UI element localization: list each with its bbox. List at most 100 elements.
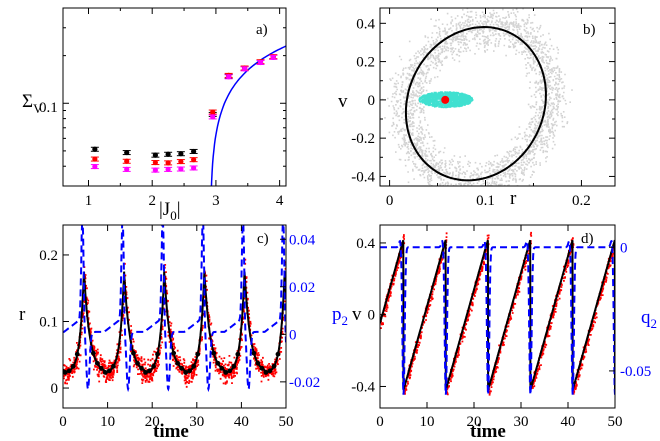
- mean-r-dot: [99, 366, 104, 371]
- data-point: [166, 152, 171, 157]
- y-right-tick-label: -0.02: [289, 375, 320, 391]
- mean-r-dot: [107, 368, 112, 373]
- y-tick-label: 0: [368, 93, 376, 109]
- data-point: [166, 167, 171, 172]
- data-point: [258, 60, 263, 65]
- mean-r-dot: [147, 368, 152, 373]
- data-point: [210, 109, 215, 114]
- panel-b-ylabel: v: [338, 91, 348, 112]
- panel-d-ticks: 0 10 20 30 40 50 -0.4 0 0.4 -0.05 0: [351, 225, 651, 430]
- mean-r-dot: [75, 352, 80, 357]
- data-point: [166, 160, 171, 165]
- mean-r-dot: [95, 361, 100, 366]
- panel-a-ticks: 1 2 3 4: [63, 8, 286, 209]
- x-tick-label: 40: [561, 414, 576, 430]
- y-tick-label: 0.2: [39, 248, 58, 264]
- panel-d-frame: [380, 225, 615, 408]
- data-point: [153, 160, 158, 165]
- x-tick-label: 40: [234, 414, 249, 430]
- panel-c-data: [63, 218, 288, 389]
- x-tick-label: 50: [608, 414, 623, 430]
- mean-r-dot: [256, 361, 261, 366]
- mean-r-dot: [131, 351, 136, 356]
- data-point: [153, 153, 158, 158]
- data-point: [191, 157, 196, 162]
- mean-r-dot: [187, 368, 192, 373]
- y-right-tick-label: 0: [289, 327, 297, 343]
- x-tick-label: 10: [100, 414, 115, 430]
- panel-d: 0 10 20 30 40 50-0.400.4-0.050 d) p2 v q2 time: [332, 225, 657, 441]
- mean-r-dot: [235, 352, 240, 357]
- y-right-tick-label: -0.05: [620, 364, 651, 380]
- panel-c: 0 10 20 30 40 50 0 0.1 0.2 -0.02 0 0.02 0.04 c) r ti…: [19, 218, 320, 441]
- panel-d-ylabel-p: p: [332, 304, 342, 325]
- y-tick-label: 0.2: [356, 55, 375, 71]
- y-right-tick-label: 0.02: [289, 280, 315, 296]
- y-tick-label: 0.4: [356, 16, 375, 32]
- y-tick-label: 0: [368, 308, 376, 324]
- x-tick-label: 0.2: [572, 193, 591, 209]
- mean-r-dot: [276, 352, 281, 357]
- mean-r-dot: [227, 368, 232, 373]
- panel-b: 0 0.1 0.2 -0.4 -0.2 0 0.2 0.4 b) v r: [338, 0, 615, 209]
- panel-d-ylabel-v: v: [352, 304, 362, 325]
- mean-r-dot: [215, 361, 220, 366]
- x-tick-label: 50: [279, 414, 294, 430]
- data-point: [124, 159, 129, 164]
- panel-a: 1 2 3 4 a) ΣV 0.1 |J0|: [22, 8, 286, 223]
- mean-r-dot: [155, 352, 160, 357]
- panel-d-ylabel-q-sub: 2: [651, 316, 658, 331]
- y-tick-label: 0: [51, 381, 59, 397]
- y-tick-label: -0.2: [351, 131, 375, 147]
- x-tick-label: 1: [85, 193, 93, 209]
- panel-b-data: [382, 0, 573, 208]
- mean-r-dot: [231, 364, 236, 369]
- x-tick-label: 0.1: [476, 193, 495, 209]
- data-point: [178, 151, 183, 156]
- mean-r-dot: [211, 351, 216, 356]
- x-tick-label: 10: [420, 414, 435, 430]
- data-point: [124, 167, 129, 172]
- data-point: [242, 66, 247, 71]
- data-point: [153, 168, 158, 173]
- data-point: [271, 55, 276, 60]
- x-tick-label: 2: [148, 193, 156, 209]
- panel-b-frame: [380, 8, 615, 186]
- x-tick-label: 30: [514, 414, 529, 430]
- panel-d-ylabel-right: q2: [641, 307, 657, 331]
- data-point: [178, 159, 183, 164]
- mean-r-dot: [260, 366, 265, 371]
- panel-d-label: d): [581, 231, 594, 247]
- data-point: [92, 164, 97, 169]
- mean-r-dot: [151, 364, 156, 369]
- y-tick-label: -0.4: [351, 379, 375, 395]
- data-point: [178, 166, 183, 171]
- y-tick-label: 0.4: [356, 236, 375, 252]
- mean-r-dot: [67, 368, 72, 373]
- mean-r-dot: [251, 351, 256, 356]
- fixed-point: [441, 96, 449, 104]
- x-tick-label: 3: [212, 193, 220, 209]
- mean-r-dot: [175, 361, 180, 366]
- mean-r-dot: [111, 364, 116, 369]
- mean-r-dot: [195, 352, 200, 357]
- data-point: [92, 147, 97, 152]
- panel-c-frame: [63, 225, 286, 408]
- mean-r-dot: [219, 366, 224, 371]
- x-tick-label: 0: [59, 414, 67, 430]
- panel-d-ylabel: p2 v: [332, 304, 362, 328]
- data-point: [191, 165, 196, 170]
- mean-r-dot: [135, 361, 140, 366]
- mean-r-dot: [179, 366, 184, 371]
- y-right-tick-label: 0: [620, 240, 628, 256]
- data-point: [124, 150, 129, 155]
- mean-r-dot: [171, 351, 176, 356]
- x-tick-label: 4: [276, 193, 284, 209]
- panel-d-data: [380, 232, 617, 396]
- panel-a-ytick-label: 0.1: [39, 100, 58, 116]
- y-tick-label: -0.4: [351, 169, 375, 185]
- data-point: [191, 149, 196, 154]
- panel-b-xlabel: r: [510, 188, 517, 209]
- mean-r-dot: [191, 364, 196, 369]
- y-right-tick-label: 0.04: [289, 232, 316, 248]
